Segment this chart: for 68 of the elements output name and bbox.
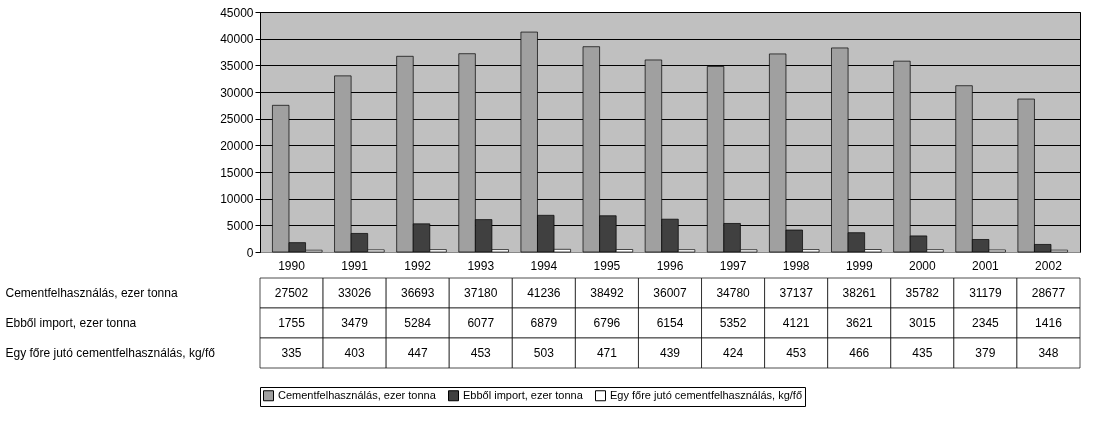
x-tick-label: 1990: [278, 258, 306, 273]
x-tick-label: 1998: [782, 258, 810, 273]
legend-label: Ebből import, ezer tonna: [463, 388, 584, 401]
text: Ebből import, ezer tonna: [5, 316, 137, 330]
y-tick-label: 15000: [220, 165, 254, 180]
data-label: 471: [596, 346, 618, 360]
data-label: 41236: [527, 286, 561, 300]
data-label: 2345: [972, 316, 1000, 330]
data-label: 38261: [842, 286, 877, 300]
y-tick-label: 40000: [220, 32, 254, 47]
data-label: 6879: [530, 316, 558, 330]
data-label: 348: [1038, 346, 1059, 360]
data-label: 38492: [590, 286, 624, 300]
text: Cementfelhasználás, ezer tonna: [5, 286, 178, 300]
data-label: 5352: [719, 316, 747, 330]
data-label: 3015: [908, 316, 936, 330]
data-label: 335: [281, 346, 302, 360]
data-label: 36693: [401, 286, 435, 300]
data-label: 33026: [337, 286, 372, 300]
data-label: 439: [659, 346, 681, 360]
x-tick-label: 2001: [972, 258, 1000, 273]
x-tick-label: 1994: [530, 258, 558, 273]
x-tick-label: 1991: [341, 258, 369, 273]
data-label: 466: [849, 346, 870, 360]
data-label: 37180: [464, 286, 498, 300]
data-label: 6077: [467, 316, 495, 330]
x-tick-label: 1996: [656, 258, 684, 273]
data-label: 379: [975, 346, 996, 360]
data-label: 435: [912, 346, 933, 360]
x-tick-label: 2002: [1035, 258, 1063, 273]
data-label: 1755: [278, 316, 306, 330]
data-label: 503: [533, 346, 555, 360]
y-tick-label: 10000: [220, 192, 254, 207]
data-label: 424: [723, 346, 744, 360]
data-label: 3621: [845, 316, 873, 330]
data-label: 28677: [1031, 286, 1066, 300]
data-label: 453: [470, 346, 492, 360]
legend-label: Cementfelhasználás, ezer tonna: [278, 388, 437, 401]
x-tick-label: 1992: [404, 258, 432, 273]
y-tick-label: 0: [246, 245, 254, 260]
data-label: 4121: [782, 316, 810, 330]
data-label: 403: [344, 346, 365, 360]
y-tick-label: 30000: [220, 85, 254, 100]
data-label: 453: [786, 346, 807, 360]
data-label: 6154: [656, 316, 684, 330]
y-tick-label: 35000: [220, 58, 254, 73]
data-label: 6796: [593, 316, 621, 330]
text: Egy főre jutó cementfelhasználás, kg/fő: [5, 346, 215, 360]
x-tick-label: 1993: [467, 258, 495, 273]
x-tick-label: 2000: [908, 258, 936, 273]
data-label: 36007: [653, 286, 688, 300]
legend-label: Egy főre jutó cementfelhasználás, kg/fő: [610, 388, 802, 401]
x-tick-label: 1997: [719, 258, 747, 273]
data-label: 27502: [274, 286, 309, 300]
data-label: 31179: [969, 286, 1002, 300]
data-label: 35782: [905, 286, 940, 300]
data-label: 3479: [341, 316, 369, 330]
y-tick-label: 5000: [226, 218, 254, 233]
data-label: 447: [407, 346, 429, 360]
y-tick-label: 45000: [220, 5, 254, 20]
x-tick-label: 1999: [845, 258, 873, 273]
data-label: 5284: [404, 316, 432, 330]
y-tick-label: 20000: [220, 138, 254, 153]
data-label: 1416: [1035, 316, 1063, 330]
x-tick-label: 1995: [593, 258, 621, 273]
data-label: 37137: [779, 286, 814, 300]
y-tick-label: 25000: [220, 112, 254, 127]
data-label: 34780: [716, 286, 751, 300]
